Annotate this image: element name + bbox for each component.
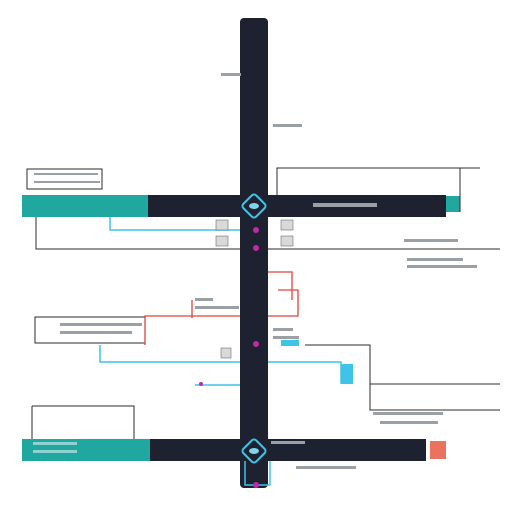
left-mid-bracket	[35, 217, 240, 250]
lower-horizontal-road	[150, 439, 426, 461]
marker-2	[253, 245, 259, 251]
left-card	[34, 316, 146, 344]
marker-1	[253, 227, 259, 233]
vertical-road	[240, 18, 268, 488]
marker-5	[199, 382, 203, 386]
sign-glyphs	[215, 219, 299, 359]
marker-3	[253, 341, 259, 347]
top-left-card	[26, 168, 103, 190]
red-connectors	[144, 271, 299, 345]
right-step-frame	[305, 344, 500, 385]
illegible-text-marks	[33, 73, 477, 469]
cyan-signal-block	[341, 364, 353, 384]
upper-right-teal-block	[446, 196, 460, 212]
crossroad-diamond-icon	[241, 193, 267, 219]
marker-4	[253, 482, 259, 488]
crossroad-diamond-icon	[241, 438, 267, 464]
bottom-left-frame	[32, 405, 135, 439]
upper-horizontal-road	[148, 195, 446, 217]
upper-left-teal-box	[22, 195, 148, 217]
upper-right-frame	[276, 167, 480, 195]
lower-right-orange-block	[430, 441, 446, 459]
